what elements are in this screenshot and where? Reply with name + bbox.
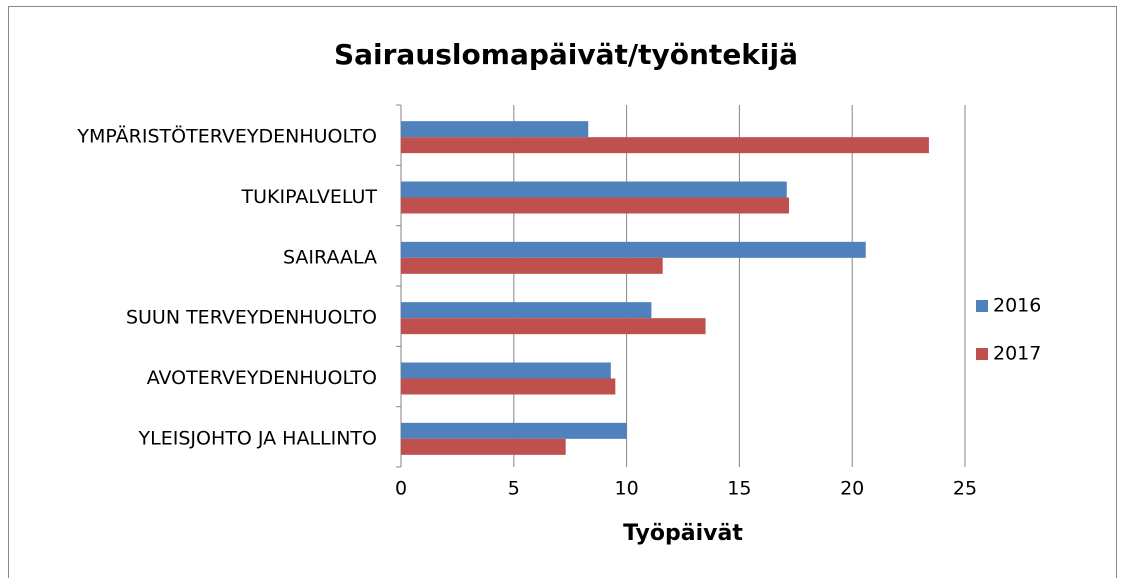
x-tick-label: 5: [508, 478, 520, 500]
bar: [401, 121, 589, 138]
bar: [401, 241, 866, 258]
bar: [401, 318, 706, 335]
y-tick-label: TUKIPALVELUT: [241, 186, 378, 208]
chart-title: Sairauslomapäivät/työntekijä: [334, 38, 798, 71]
y-tick-label: YLEISJOHTO JA HALLINTO: [138, 427, 377, 449]
x-axis-label: Työpäivät: [623, 521, 743, 546]
x-tick-label: 20: [840, 478, 864, 500]
x-tick-label: 0: [395, 478, 407, 500]
legend-swatch: [976, 300, 988, 312]
x-tick-label: 10: [615, 478, 639, 500]
x-tick-label: 15: [727, 478, 751, 500]
y-tick-label: AVOTERVEYDENHUOLTO: [147, 367, 377, 389]
bar: [401, 257, 663, 274]
legend-label: 2017: [993, 343, 1041, 365]
legend-label: 2016: [993, 295, 1041, 317]
y-tick-label: SUUN TERVEYDENHUOLTO: [126, 307, 377, 329]
y-tick-label: SAIRAALA: [283, 246, 377, 268]
bar: [401, 137, 929, 154]
bar: [401, 302, 652, 319]
bar: [401, 197, 790, 214]
bar: [401, 181, 787, 198]
x-tick-label: 25: [953, 478, 977, 500]
chart-border: [8, 6, 1117, 578]
bar: [401, 438, 566, 455]
bar: [401, 422, 627, 439]
bar: [401, 378, 616, 395]
y-tick-label: YMPÄRISTÖTERVEYDENHUOLTO: [76, 125, 377, 148]
bar: [401, 362, 611, 379]
legend-swatch: [976, 348, 988, 360]
